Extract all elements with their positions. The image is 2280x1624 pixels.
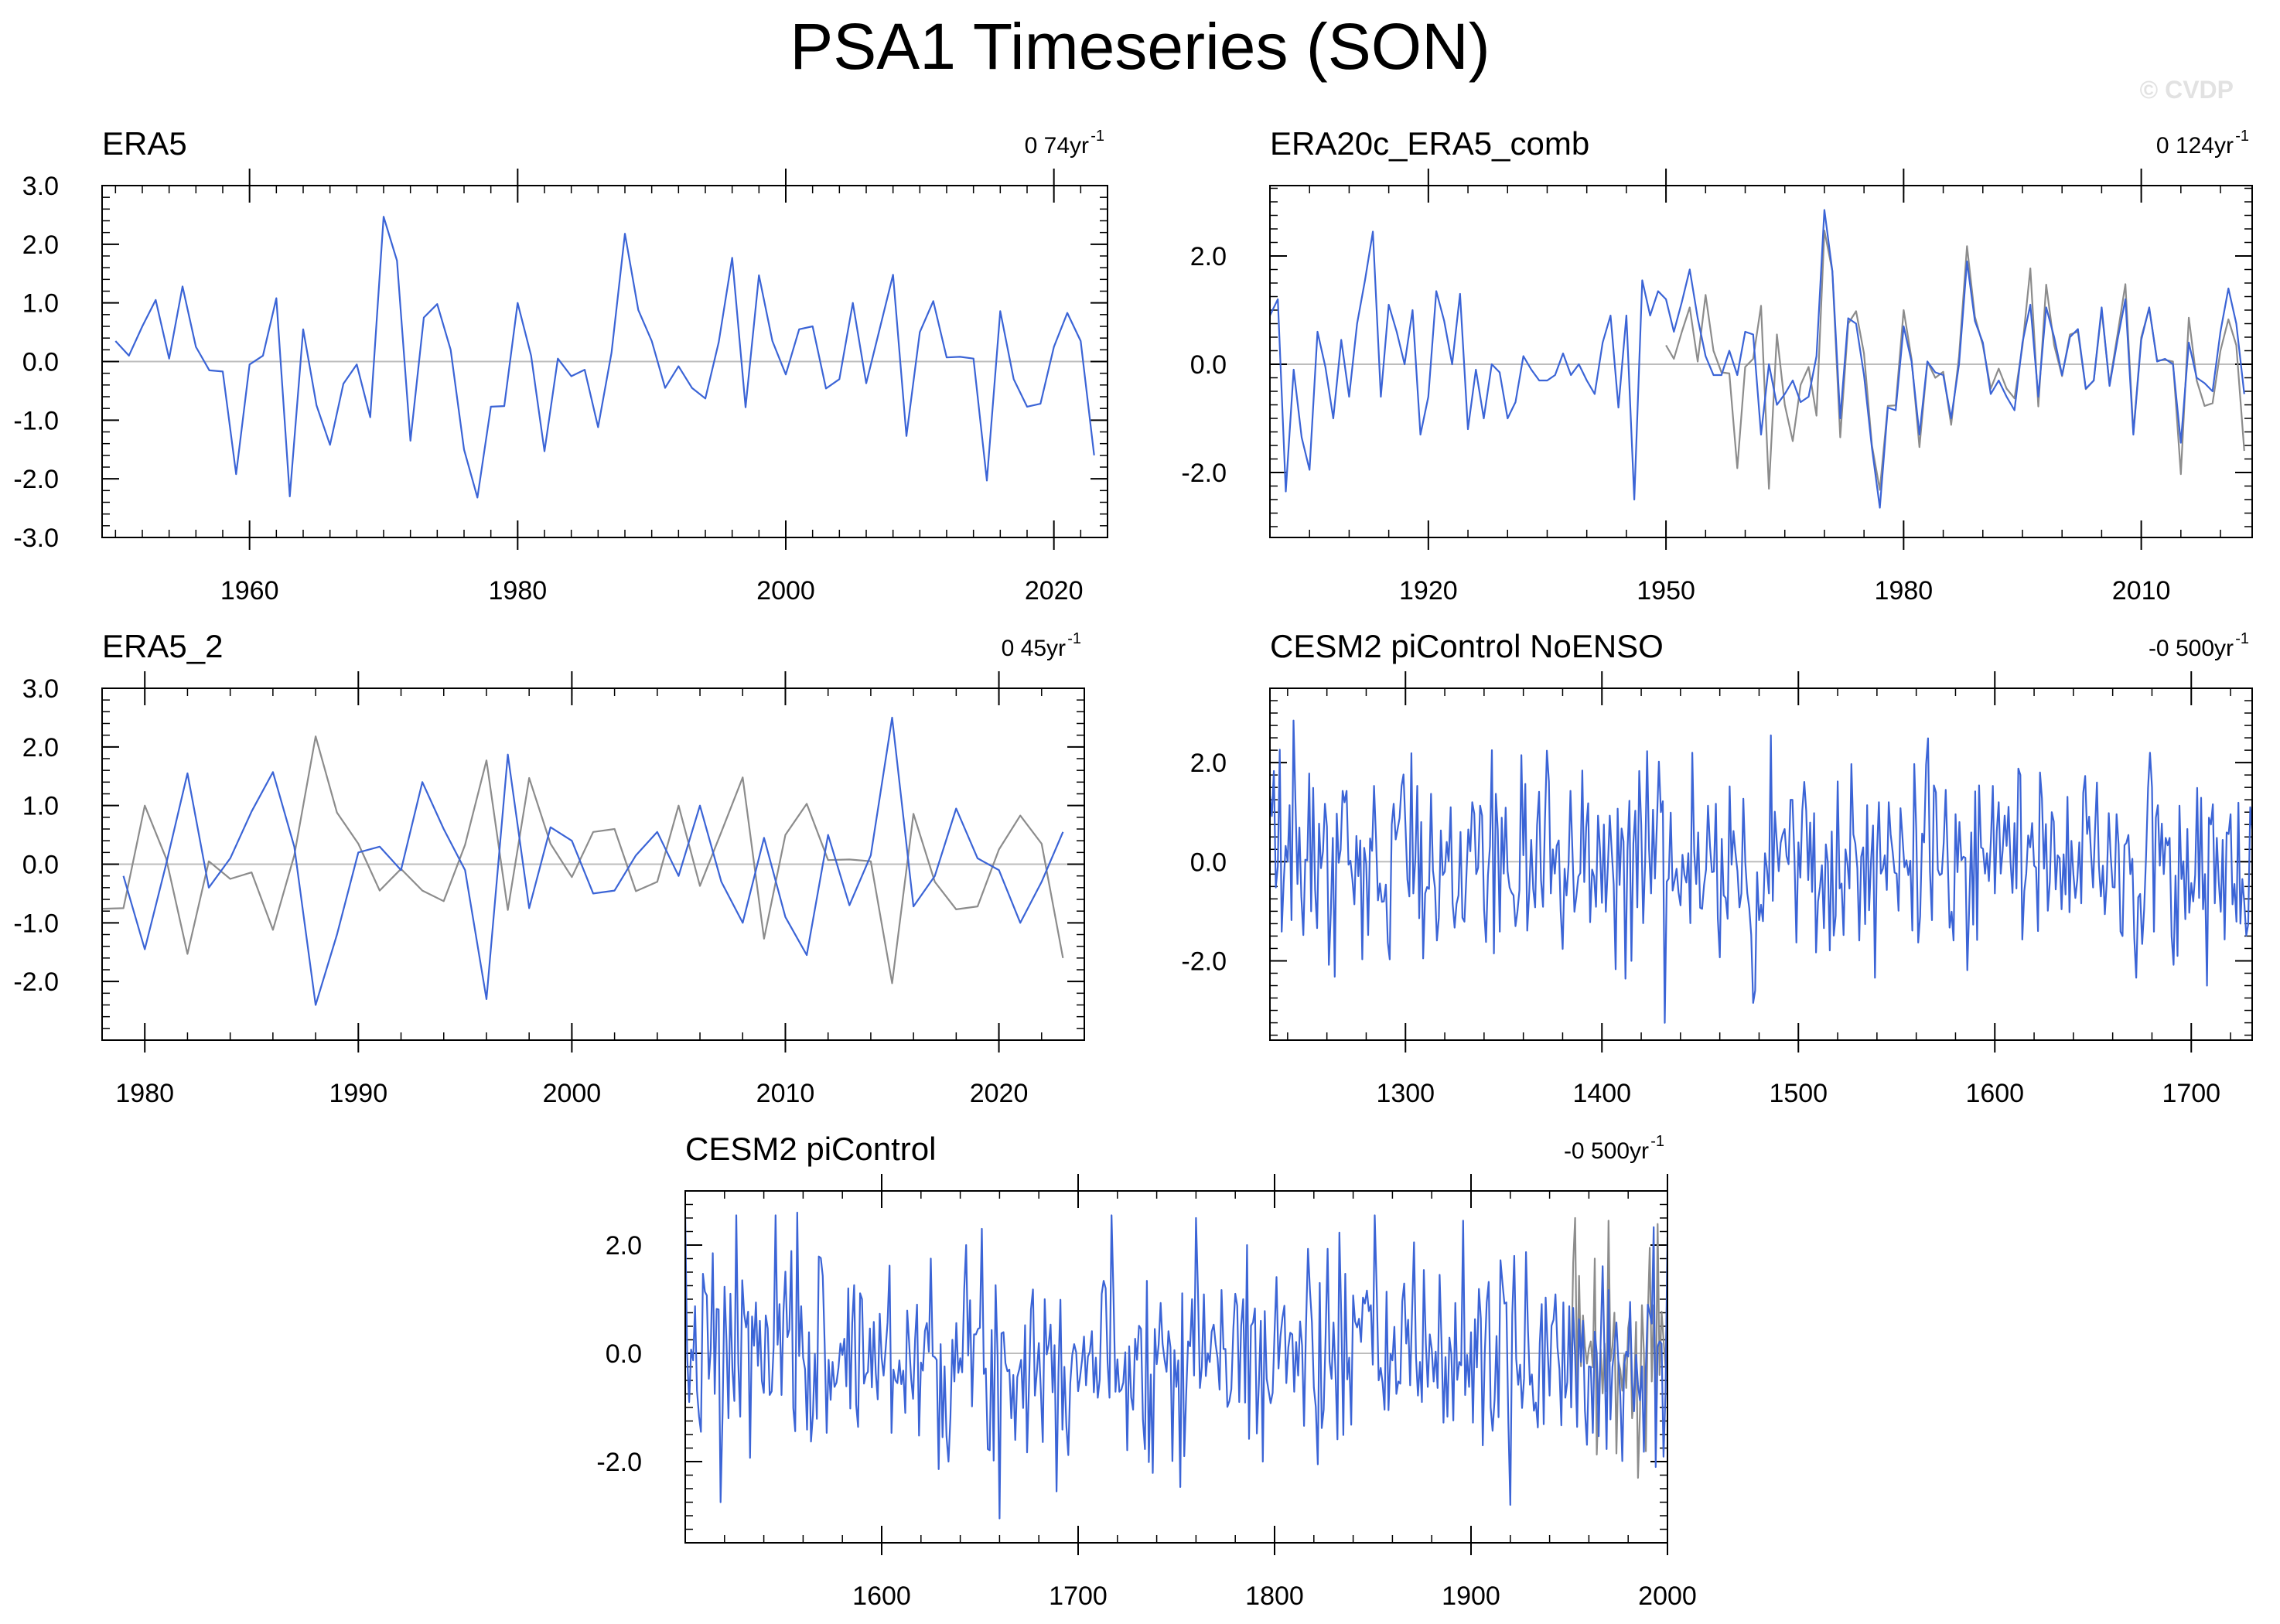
- trend-label: 0 74yr: [1025, 133, 1089, 159]
- trend-exponent: -1: [1091, 128, 1104, 145]
- x-tick-label: 1400: [1572, 1079, 1631, 1108]
- chart-3: 1980 1990 2000 2010 2020 -2.0 -1.0 0.0 1.0 2.0 3.0…: [13, 628, 1085, 1108]
- x-tick-label: 2000: [756, 576, 815, 606]
- series-line-primary: [685, 1211, 1667, 1520]
- y-tick-label: -1.0: [13, 909, 59, 938]
- trend-exponent: -1: [2235, 128, 2249, 145]
- x-tick-label: 1300: [1376, 1079, 1435, 1108]
- y-tick-label: 0.0: [606, 1339, 642, 1369]
- plot-frame: [684, 1190, 1668, 1544]
- y-tick-label: -2.0: [1181, 459, 1227, 488]
- series-line-primary: [114, 216, 1095, 499]
- y-tick-label: -2.0: [13, 465, 59, 494]
- trend-exponent: -1: [1067, 630, 1081, 647]
- y-tick-label: 2.0: [1190, 749, 1227, 778]
- x-tick-label: 2000: [1638, 1581, 1697, 1611]
- panel-title: CESM2 piControl NoENSO: [1270, 628, 1664, 664]
- y-tick-label: -2.0: [1181, 947, 1227, 976]
- chart-1: 1960 1980 2000 2020 -3.0 -2.0 -1.0 0.0 1.0 2.0 3.0…: [13, 125, 1108, 606]
- x-tick-label: 1800: [1245, 1581, 1304, 1611]
- x-tick-label: 1990: [329, 1079, 387, 1108]
- x-tick-label: 2020: [1025, 576, 1084, 606]
- x-tick-label: 1600: [1965, 1079, 2024, 1108]
- chart-2: 1920 1950 1980 2010 -2.0 0.0 2.0 ERA20c_ERA5_co…: [1181, 125, 2253, 606]
- series-line-primary: [1270, 209, 2245, 509]
- panel-title: ERA5_2: [102, 628, 223, 664]
- trend-label: -0 500yr: [2149, 636, 2234, 661]
- y-tick-label: -1.0: [13, 406, 59, 435]
- trend-exponent: -1: [2235, 630, 2249, 647]
- series-line-reference: [102, 735, 1064, 984]
- x-tick-label: 1920: [1399, 576, 1458, 606]
- y-tick-label: 3.0: [22, 674, 59, 704]
- x-tick-label: 2010: [756, 1079, 815, 1108]
- y-tick-label: 2.0: [22, 733, 59, 763]
- figure-title: PSA1 Timeseries (SON): [790, 10, 1490, 83]
- trend-label: 0 45yr: [1002, 636, 1066, 661]
- trend-label: 0 124yr: [2156, 133, 2234, 159]
- x-tick-label: 1600: [852, 1581, 911, 1611]
- x-tick-label: 1950: [1637, 576, 1695, 606]
- trend-label: -0 500yr: [1564, 1138, 1649, 1164]
- y-tick-label: -2.0: [13, 967, 59, 997]
- chart-5: 1600 1700 1800 1900 2000 -2.0 0.0 2.0 CESM2 piCo…: [596, 1131, 1696, 1611]
- series-line-primary: [1270, 719, 2252, 1024]
- plot-frame: [101, 185, 1108, 538]
- y-tick-label: 0.0: [22, 851, 59, 880]
- y-tick-label: 1.0: [22, 792, 59, 821]
- y-tick-label: 1.0: [22, 289, 59, 319]
- y-tick-label: 2.0: [22, 230, 59, 260]
- plot-frame: [1269, 687, 2253, 1041]
- x-tick-label: 1980: [115, 1079, 174, 1108]
- y-tick-label: -2.0: [596, 1448, 642, 1477]
- watermark: © CVDP: [2139, 76, 2234, 104]
- y-tick-label: 2.0: [606, 1231, 642, 1261]
- x-tick-label: 2020: [970, 1079, 1029, 1108]
- plot-frame: [101, 687, 1085, 1041]
- y-tick-label: 2.0: [1190, 242, 1227, 271]
- plot-frame: [1269, 185, 2253, 538]
- trend-exponent: -1: [1650, 1133, 1664, 1150]
- x-tick-label: 2010: [2112, 576, 2171, 606]
- x-tick-label: 1700: [2162, 1079, 2220, 1108]
- x-tick-label: 1500: [1769, 1079, 1828, 1108]
- x-tick-label: 1700: [1049, 1581, 1108, 1611]
- y-tick-label: 0.0: [1190, 350, 1227, 380]
- series-line-primary: [122, 716, 1064, 1006]
- x-tick-label: 1980: [1875, 576, 1934, 606]
- y-tick-label: 0.0: [22, 348, 59, 377]
- x-tick-label: 2000: [543, 1079, 602, 1108]
- x-tick-label: 1900: [1442, 1581, 1500, 1611]
- x-tick-label: 1980: [489, 576, 548, 606]
- chart-4: 1300 1400 1500 1600 1700 -2.0 0.0 2.0 CESM2 piCo…: [1181, 628, 2253, 1108]
- panel-title: ERA20c_ERA5_comb: [1270, 125, 1589, 162]
- panel-title: CESM2 piControl: [685, 1131, 936, 1167]
- y-tick-label: 3.0: [22, 172, 59, 201]
- panel-title: ERA5: [102, 125, 187, 162]
- y-tick-label: -3.0: [13, 524, 59, 553]
- y-tick-label: 0.0: [1190, 848, 1227, 877]
- x-tick-label: 1960: [220, 576, 279, 606]
